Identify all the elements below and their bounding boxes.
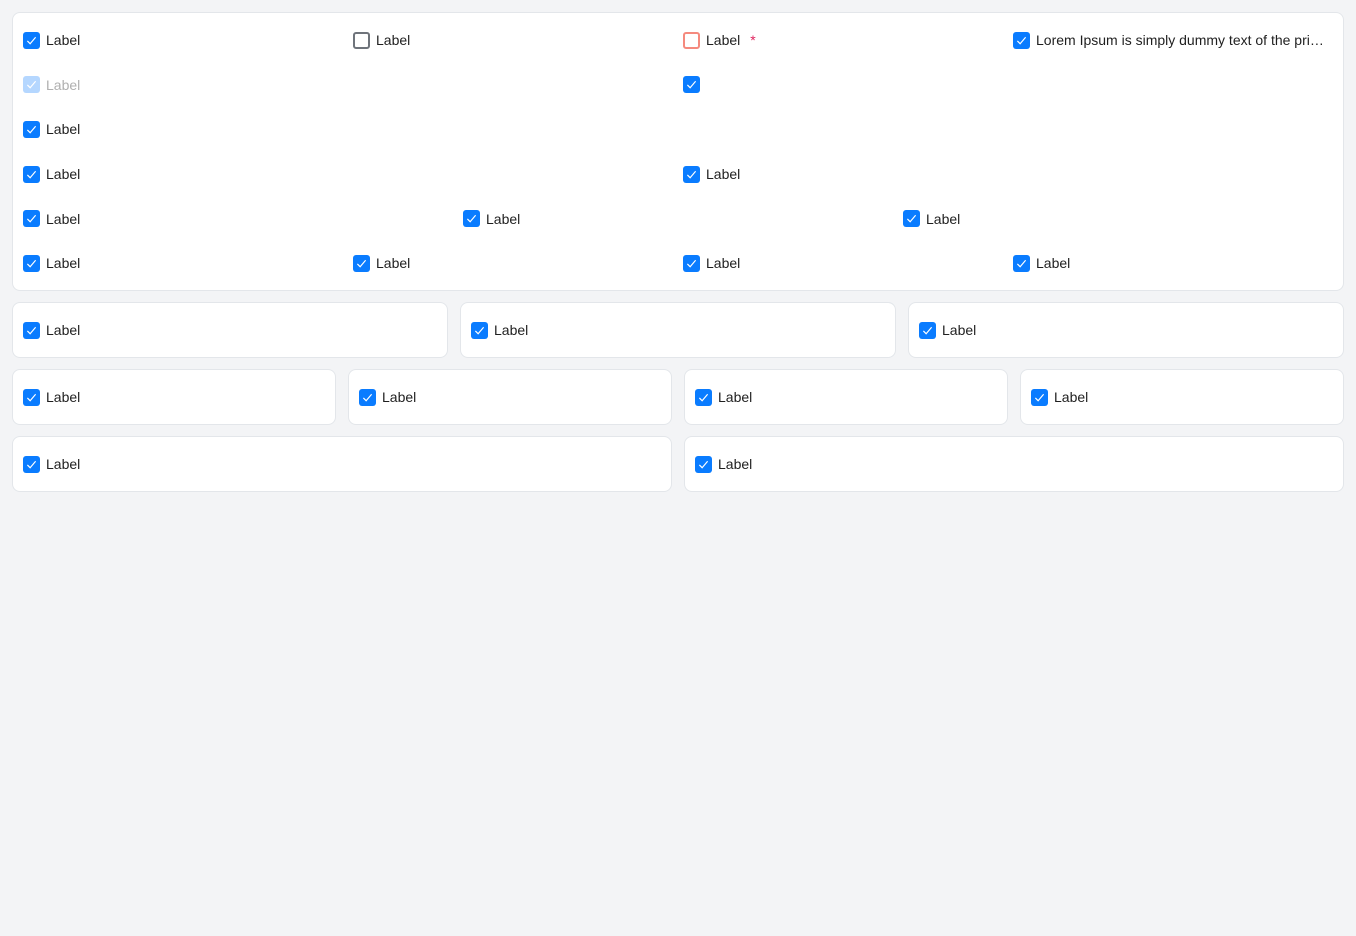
check-icon bbox=[23, 210, 40, 228]
checkbox-checked[interactable]: Label bbox=[23, 254, 353, 272]
checkbox-card[interactable]: Label bbox=[12, 369, 336, 425]
check-icon bbox=[23, 388, 40, 406]
check-icon bbox=[23, 321, 40, 339]
check-icon bbox=[359, 388, 376, 406]
check-icon bbox=[919, 321, 936, 339]
checkbox-card-row-2: Label Label bbox=[12, 436, 1344, 492]
check-icon bbox=[903, 210, 920, 228]
checkbox-checked[interactable]: Label bbox=[23, 210, 463, 228]
check-icon bbox=[683, 165, 700, 183]
checkbox-card-row-3: Label Label Label bbox=[12, 302, 1344, 358]
check-icon bbox=[23, 31, 40, 49]
checkbox-group-panel: Label Label Label * Lorem Ipsum is simply… bbox=[12, 12, 1344, 291]
check-icon bbox=[1013, 31, 1030, 49]
check-icon bbox=[23, 76, 40, 94]
check-icon bbox=[1013, 254, 1030, 272]
checkbox-disabled: Label bbox=[23, 76, 683, 94]
checkbox-card[interactable]: Label bbox=[12, 436, 672, 492]
check-icon bbox=[683, 254, 700, 272]
checkbox-card[interactable]: Label bbox=[908, 302, 1344, 358]
checkbox-checked[interactable]: Label bbox=[23, 120, 353, 138]
check-icon bbox=[471, 321, 488, 339]
checkbox-checked[interactable]: Label bbox=[683, 165, 1343, 183]
check-icon bbox=[695, 388, 712, 406]
checkbox-card-row-4: Label Label Label Label bbox=[12, 369, 1344, 425]
checkbox-checked[interactable]: Label bbox=[23, 165, 683, 183]
check-icon bbox=[23, 120, 40, 138]
check-icon bbox=[353, 254, 370, 272]
checkbox-error-required[interactable]: Label * bbox=[683, 31, 1013, 49]
checkbox-long-label[interactable]: Lorem Ipsum is simply dummy text of the … bbox=[1013, 31, 1343, 49]
checkbox-card[interactable]: Label bbox=[460, 302, 896, 358]
required-asterisk: * bbox=[750, 32, 756, 49]
check-icon bbox=[23, 165, 40, 183]
checkbox-card[interactable]: Label bbox=[684, 369, 1008, 425]
checkbox-checked[interactable]: Label bbox=[353, 254, 683, 272]
checkbox-card[interactable]: Label bbox=[348, 369, 672, 425]
check-icon bbox=[23, 254, 40, 272]
checkbox-checked[interactable]: Label bbox=[23, 31, 353, 49]
checkbox-checked[interactable]: Label bbox=[1013, 254, 1343, 272]
checkbox-no-label[interactable] bbox=[683, 76, 1343, 94]
checkbox-checked[interactable]: Label bbox=[683, 254, 1013, 272]
check-icon bbox=[23, 455, 40, 473]
check-icon bbox=[463, 210, 480, 228]
check-icon bbox=[695, 455, 712, 473]
check-icon bbox=[683, 76, 700, 94]
check-icon bbox=[1031, 388, 1048, 406]
checkbox-checked[interactable]: Label bbox=[903, 210, 1343, 228]
checkbox-card[interactable]: Label bbox=[1020, 369, 1344, 425]
checkbox-empty-icon bbox=[353, 31, 370, 49]
checkbox-error-icon bbox=[683, 31, 700, 49]
checkbox-unchecked[interactable]: Label bbox=[353, 31, 683, 49]
checkbox-checked[interactable]: Label bbox=[463, 210, 903, 228]
checkbox-card[interactable]: Label bbox=[12, 302, 448, 358]
checkbox-card[interactable]: Label bbox=[684, 436, 1344, 492]
